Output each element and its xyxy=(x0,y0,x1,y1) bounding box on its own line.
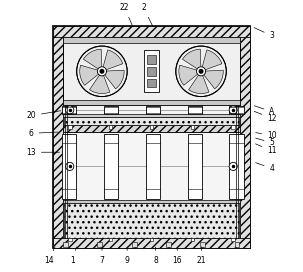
Bar xyxy=(166,242,171,247)
Polygon shape xyxy=(179,65,198,85)
Bar xyxy=(229,106,244,114)
Text: 11: 11 xyxy=(255,144,277,155)
Bar xyxy=(240,26,250,248)
Polygon shape xyxy=(202,50,222,70)
Bar xyxy=(53,238,250,248)
Text: 8: 8 xyxy=(153,247,158,265)
Bar xyxy=(53,26,250,37)
Bar xyxy=(231,238,235,241)
Circle shape xyxy=(100,70,104,73)
Polygon shape xyxy=(103,50,123,70)
Bar xyxy=(64,203,239,238)
Bar xyxy=(132,242,137,247)
Bar xyxy=(104,134,118,199)
Bar xyxy=(191,125,194,129)
Bar xyxy=(146,134,160,199)
Circle shape xyxy=(229,106,237,114)
Bar xyxy=(63,114,240,118)
Bar xyxy=(62,106,76,114)
Bar xyxy=(63,132,240,238)
Circle shape xyxy=(197,67,206,76)
Text: 7: 7 xyxy=(99,247,104,265)
Bar xyxy=(64,118,239,125)
Text: 21: 21 xyxy=(197,247,206,265)
Polygon shape xyxy=(83,49,102,69)
Bar xyxy=(63,125,240,132)
Text: 16: 16 xyxy=(172,247,182,265)
Text: 14: 14 xyxy=(44,247,55,265)
Polygon shape xyxy=(182,49,201,69)
Bar xyxy=(191,238,194,241)
Text: 10: 10 xyxy=(256,131,277,141)
Text: 2: 2 xyxy=(141,3,153,27)
Bar xyxy=(150,238,153,241)
Text: 4: 4 xyxy=(256,163,274,173)
Text: 13: 13 xyxy=(26,148,59,157)
Circle shape xyxy=(77,46,127,97)
Polygon shape xyxy=(80,65,98,85)
Circle shape xyxy=(97,67,106,76)
Bar xyxy=(109,238,112,241)
Bar xyxy=(188,134,202,199)
Bar xyxy=(231,125,235,129)
Text: 3: 3 xyxy=(254,27,274,40)
Bar xyxy=(104,106,118,114)
Bar xyxy=(147,79,156,87)
Bar xyxy=(63,105,240,125)
Bar xyxy=(150,125,153,129)
Bar xyxy=(62,134,76,199)
Bar xyxy=(53,26,250,248)
Polygon shape xyxy=(89,75,110,94)
Text: 5: 5 xyxy=(256,138,274,147)
Text: 1: 1 xyxy=(71,247,76,265)
Bar xyxy=(97,242,102,247)
Bar xyxy=(68,125,72,129)
Bar xyxy=(147,67,156,76)
Circle shape xyxy=(66,106,74,114)
Bar xyxy=(63,37,240,43)
Bar xyxy=(68,238,72,241)
Bar xyxy=(63,242,68,247)
Text: 6: 6 xyxy=(29,129,58,138)
Circle shape xyxy=(229,162,237,171)
Circle shape xyxy=(199,70,203,73)
Text: 9: 9 xyxy=(125,247,130,265)
Bar xyxy=(188,106,202,114)
Bar xyxy=(144,50,159,92)
Polygon shape xyxy=(204,70,223,89)
Bar xyxy=(53,26,63,248)
Bar xyxy=(109,125,112,129)
Text: 20: 20 xyxy=(26,111,61,120)
Bar xyxy=(63,37,240,238)
Bar xyxy=(147,55,156,64)
Text: A: A xyxy=(254,106,275,116)
Circle shape xyxy=(176,46,226,97)
Bar xyxy=(63,37,240,105)
Circle shape xyxy=(66,162,74,171)
Polygon shape xyxy=(189,75,209,94)
Text: 12: 12 xyxy=(254,111,277,123)
Bar xyxy=(63,100,240,105)
Bar xyxy=(235,242,239,247)
Bar xyxy=(200,242,205,247)
Text: 22: 22 xyxy=(120,3,133,27)
Bar xyxy=(63,200,240,203)
Bar xyxy=(229,134,244,199)
Polygon shape xyxy=(105,70,124,89)
Bar xyxy=(146,106,160,114)
